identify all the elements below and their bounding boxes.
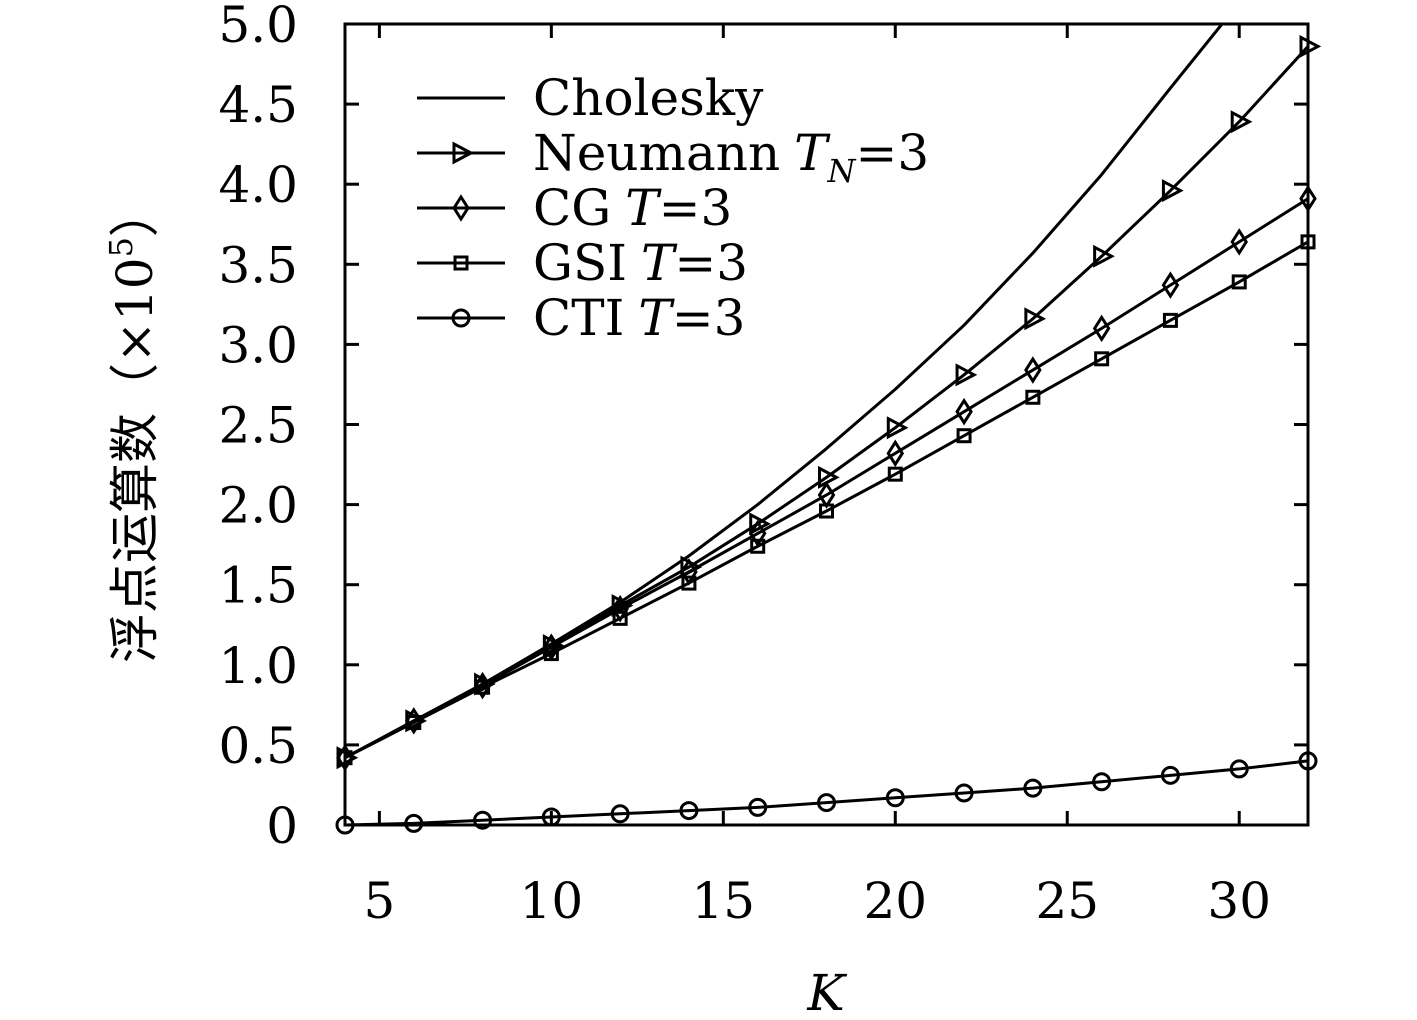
point-neumann	[1093, 244, 1115, 268]
x-tick-label: 5	[363, 872, 395, 930]
legend-marker	[452, 141, 475, 165]
point-cti	[817, 793, 836, 813]
point-cti	[1160, 765, 1180, 785]
axes: 5 10 15 20 25 30 0 0.5 1.0 1.5 2.0 2.5 3.0 3.5 4.0 4.5 5…	[218, 0, 1310, 930]
legend-marker	[452, 194, 470, 222]
y-tick-label: 1.0	[218, 637, 298, 695]
x-tick-label: 15	[692, 872, 756, 930]
point-neumann	[1230, 110, 1253, 134]
point-gsi	[887, 466, 903, 482]
x-tick-label: 30	[1207, 872, 1271, 930]
point-cti	[885, 788, 905, 808]
point-neumann	[886, 416, 909, 440]
point-cg	[1024, 356, 1042, 384]
point-cti	[1092, 772, 1112, 792]
point-cti	[473, 810, 493, 830]
series-line-cholesky	[345, 24, 1224, 760]
point-gsi	[956, 428, 972, 444]
y-axis-title-close: ）	[106, 187, 164, 237]
y-tick-label: 3.5	[218, 236, 298, 294]
x-tick-label: 10	[520, 872, 584, 930]
y-tick-label: 4.0	[218, 156, 298, 214]
y-tick-label: 4.5	[218, 76, 298, 134]
legend-label: CG T=3	[533, 179, 732, 237]
x-axis-title: K	[806, 964, 847, 1020]
point-neumann	[955, 363, 978, 387]
point-neumann	[1161, 179, 1184, 203]
y-axis-title-exponent: 5	[102, 237, 140, 257]
legend-item-cg: CG T=3	[417, 179, 732, 237]
legend-label: Neumann TN=3	[533, 124, 929, 190]
legend-item-cholesky: Cholesky	[417, 69, 764, 127]
y-tick-label: 0.5	[218, 717, 298, 775]
point-cti	[954, 783, 974, 803]
point-gsi	[750, 538, 766, 554]
point-neumann	[749, 512, 771, 536]
legend-item-cti: CTI T=3	[417, 289, 745, 347]
series-gsi	[345, 240, 1308, 760]
point-gsi	[612, 610, 628, 626]
point-neumann	[1024, 307, 1047, 331]
point-cti	[610, 804, 630, 824]
y-tick-label: 1.5	[218, 557, 298, 615]
series-line-cg	[345, 197, 1308, 760]
point-cti	[748, 797, 768, 817]
y-axis-title: 浮点运算数（×105）	[102, 187, 164, 663]
series-cti	[345, 759, 1308, 825]
y-tick-label: 0	[266, 797, 298, 855]
point-cg	[1230, 228, 1248, 256]
x-tick-label: 20	[863, 872, 927, 930]
series-line-gsi	[345, 240, 1308, 760]
point-gsi	[819, 503, 834, 519]
y-tick-label: 3.0	[218, 316, 298, 374]
point-cti	[1023, 778, 1043, 798]
point-gsi	[543, 646, 559, 662]
legend-marker	[453, 255, 469, 271]
point-gsi	[1231, 274, 1247, 290]
svg-text:浮点运算数（×105）: 浮点运算数（×105）	[102, 187, 164, 663]
legend-item-neumann: Neumann TN=3	[417, 124, 929, 190]
legend-label: CTI T=3	[533, 289, 745, 347]
point-gsi	[475, 679, 491, 695]
legend-label: Cholesky	[533, 69, 764, 127]
point-gsi	[406, 714, 422, 730]
point-gsi	[1094, 351, 1110, 367]
y-tick-label: 5.0	[218, 0, 298, 54]
y-tick-label: 2.0	[218, 477, 298, 535]
point-cti	[404, 813, 424, 833]
series-cg	[345, 197, 1308, 760]
x-tick-label: 25	[1035, 872, 1099, 930]
legend-label: GSI T=3	[533, 234, 748, 292]
point-gsi	[681, 575, 697, 591]
point-neumann	[818, 465, 840, 489]
point-cg	[748, 519, 767, 548]
point-cg	[1161, 271, 1180, 299]
legend-marker	[451, 308, 471, 328]
point-cti	[1229, 759, 1249, 779]
series-line-cti	[345, 759, 1308, 825]
point-gsi	[1025, 389, 1041, 405]
point-gsi	[1162, 312, 1178, 328]
y-axis-title-main: 浮点运算数（×10	[106, 257, 164, 663]
series-cholesky	[345, 24, 1224, 760]
legend-item-gsi: GSI T=3	[417, 234, 748, 292]
point-cg	[955, 397, 973, 426]
y-tick-label: 2.5	[218, 397, 298, 455]
point-cti	[679, 801, 699, 821]
point-cg	[1092, 314, 1111, 343]
point-cg	[886, 439, 905, 468]
